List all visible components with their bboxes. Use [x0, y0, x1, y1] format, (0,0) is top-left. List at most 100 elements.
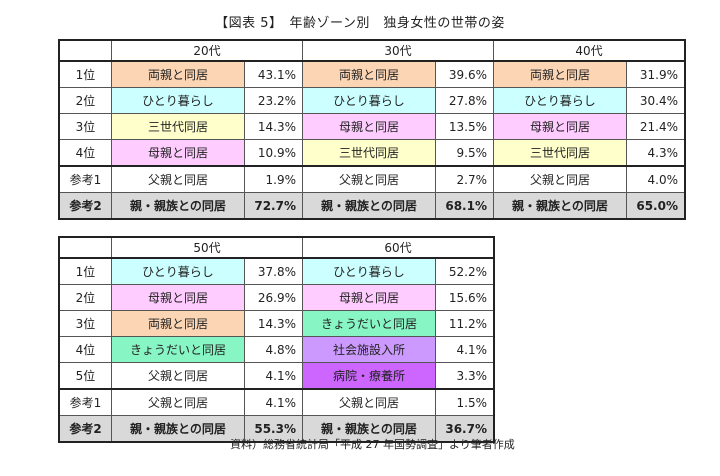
household-type-cell: ひとり暮らし: [111, 257, 245, 285]
household-type-cell: 両親と同居: [111, 60, 245, 88]
percent-cell: 39.6%: [435, 60, 494, 88]
percent-cell: 1.9%: [244, 165, 303, 193]
rank-cell: 参考1: [58, 388, 112, 416]
percent-cell: 11.2%: [435, 310, 495, 337]
age-header: 40代: [493, 39, 686, 62]
household-type-cell: 親・親族との同居: [493, 192, 627, 220]
rank-cell: 4位: [58, 139, 112, 167]
percent-cell: 26.9%: [244, 284, 303, 311]
header-row: 50代 60代: [58, 236, 495, 259]
percent-cell: 27.8%: [435, 87, 494, 114]
percent-cell: 14.3%: [244, 113, 303, 140]
table-row: 3位 両親と同居 14.3% きょうだいと同居 11.2%: [58, 310, 495, 337]
household-type-cell: 母親と同居: [493, 113, 627, 140]
household-table-50s-60s: 50代 60代 1位 ひとり暮らし 37.8% ひとり暮らし 52.2% 2位 母親と同居 26.…: [58, 236, 495, 443]
percent-cell: 13.5%: [435, 113, 494, 140]
table-row: 5位 父親と同居 4.1% 病院・療養所 3.3%: [58, 362, 495, 390]
rank-cell: 5位: [58, 362, 112, 390]
household-type-cell: 母親と同居: [302, 284, 436, 311]
percent-cell: 15.6%: [435, 284, 495, 311]
household-type-cell: ひとり暮らし: [493, 87, 627, 114]
table-row: 2位 母親と同居 26.9% 母親と同居 15.6%: [58, 284, 495, 311]
rank-cell: 2位: [58, 284, 112, 311]
percent-cell: 14.3%: [244, 310, 303, 337]
percent-cell: 1.5%: [435, 388, 495, 416]
figure-title: 【図表 5】 年齢ゾーン別 独身女性の世帯の姿: [215, 16, 505, 31]
household-type-cell: きょうだいと同居: [111, 336, 245, 363]
household-type-cell: ひとり暮らし: [111, 87, 245, 114]
household-table-20s-40s: 20代 30代 40代 1位 両親と同居 43.1% 両親と同居 39.6% 両親と同居 31.9…: [58, 39, 686, 220]
table-row: 1位 両親と同居 43.1% 両親と同居 39.6% 両親と同居 31.9%: [58, 60, 686, 88]
rank-cell: 4位: [58, 336, 112, 363]
rank-cell: 参考2: [58, 192, 112, 220]
household-type-cell: 親・親族との同居: [302, 192, 436, 220]
household-type-cell: 三世代同居: [111, 113, 245, 140]
header-row: 20代 30代 40代: [58, 39, 686, 62]
percent-cell: 3.3%: [435, 362, 495, 390]
percent-cell: 4.1%: [244, 388, 303, 416]
household-type-cell: 三世代同居: [493, 139, 627, 167]
percent-cell: 55.3%: [244, 415, 303, 443]
household-type-cell: 両親と同居: [493, 60, 627, 88]
household-type-cell: 母親と同居: [111, 139, 245, 167]
table-row: 参考1 父親と同居 1.9% 父親と同居 2.7% 父親と同居 4.0%: [58, 165, 686, 193]
percent-cell: 9.5%: [435, 139, 494, 167]
rank-cell: 1位: [58, 257, 112, 285]
rank-cell: 参考1: [58, 165, 112, 193]
percent-cell: 10.9%: [244, 139, 303, 167]
percent-cell: 23.2%: [244, 87, 303, 114]
household-type-cell: きょうだいと同居: [302, 310, 436, 337]
percent-cell: 21.4%: [626, 113, 686, 140]
age-header: 50代: [111, 236, 303, 259]
table-row: 参考2 親・親族との同居 55.3% 親・親族との同居 36.7%: [58, 415, 495, 443]
table-row: 参考1 父親と同居 4.1% 父親と同居 1.5%: [58, 388, 495, 416]
household-type-cell: 両親と同居: [111, 310, 245, 337]
household-type-cell: 父親と同居: [111, 362, 245, 390]
table-row: 3位 三世代同居 14.3% 母親と同居 13.5% 母親と同居 21.4%: [58, 113, 686, 140]
percent-cell: 30.4%: [626, 87, 686, 114]
household-type-cell: 父親と同居: [493, 165, 627, 193]
household-type-cell: 社会施設入所: [302, 336, 436, 363]
household-type-cell: 親・親族との同居: [302, 415, 436, 443]
household-type-cell: ひとり暮らし: [302, 257, 436, 285]
table-row: 1位 ひとり暮らし 37.8% ひとり暮らし 52.2%: [58, 257, 495, 285]
age-header: 20代: [111, 39, 303, 62]
table-row: 参考2 親・親族との同居 72.7% 親・親族との同居 68.1% 親・親族との同居 65.…: [58, 192, 686, 220]
percent-cell: 2.7%: [435, 165, 494, 193]
percent-cell: 65.0%: [626, 192, 686, 220]
rank-cell: 3位: [58, 310, 112, 337]
rank-cell: 参考2: [58, 415, 112, 443]
percent-cell: 37.8%: [244, 257, 303, 285]
household-type-cell: 母親と同居: [111, 284, 245, 311]
rank-cell: 1位: [58, 60, 112, 88]
household-type-cell: 両親と同居: [302, 60, 436, 88]
percent-cell: 4.1%: [435, 336, 495, 363]
percent-cell: 43.1%: [244, 60, 303, 88]
household-type-cell: 父親と同居: [302, 165, 436, 193]
percent-cell: 52.2%: [435, 257, 495, 285]
household-type-cell: 父親と同居: [111, 388, 245, 416]
household-type-cell: 病院・療養所: [302, 362, 436, 390]
percent-cell: 36.7%: [435, 415, 495, 443]
household-type-cell: 父親と同居: [302, 388, 436, 416]
corner-cell: [58, 236, 112, 259]
percent-cell: 68.1%: [435, 192, 494, 220]
percent-cell: 4.1%: [244, 362, 303, 390]
table-row: 2位 ひとり暮らし 23.2% ひとり暮らし 27.8% ひとり暮らし 30.4%: [58, 87, 686, 114]
household-type-cell: 三世代同居: [302, 139, 436, 167]
source-caption: 資料）総務省統計局「平成 27 年国勢調査」より筆者作成: [230, 438, 515, 451]
percent-cell: 4.3%: [626, 139, 686, 167]
household-type-cell: 母親と同居: [302, 113, 436, 140]
household-type-cell: ひとり暮らし: [302, 87, 436, 114]
household-type-cell: 親・親族との同居: [111, 192, 245, 220]
percent-cell: 4.8%: [244, 336, 303, 363]
age-header: 30代: [302, 39, 494, 62]
rank-cell: 2位: [58, 87, 112, 114]
percent-cell: 31.9%: [626, 60, 686, 88]
percent-cell: 4.0%: [626, 165, 686, 193]
age-header: 60代: [302, 236, 495, 259]
rank-cell: 3位: [58, 113, 112, 140]
percent-cell: 72.7%: [244, 192, 303, 220]
corner-cell: [58, 39, 112, 62]
household-type-cell: 父親と同居: [111, 165, 245, 193]
